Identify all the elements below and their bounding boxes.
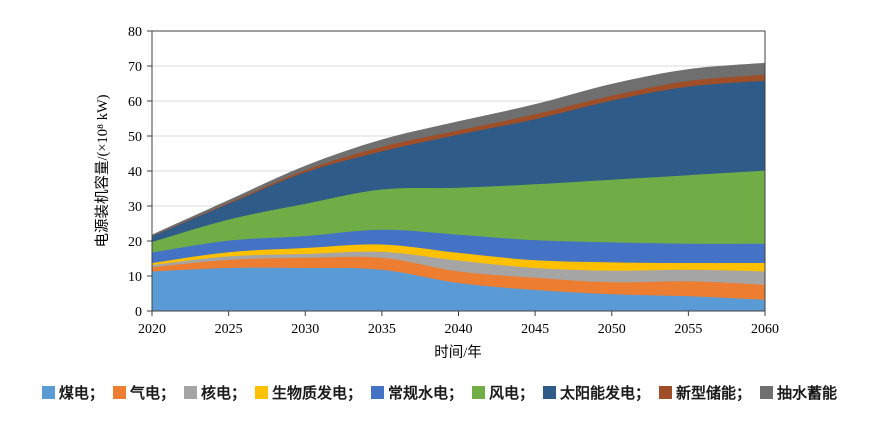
legend-label: 核电； xyxy=(200,384,246,402)
y-tick-label: 60 xyxy=(128,95,142,110)
legend-item-煤电: 煤电； xyxy=(41,382,104,403)
legend-item-生物质发电: 生物质发电； xyxy=(254,382,362,403)
y-tick-label: 80 xyxy=(128,25,142,40)
legend-swatch-新型储能 xyxy=(659,385,673,399)
legend-swatch-气电 xyxy=(112,385,126,399)
chart-legend: 煤电； 气电； 核电； 生物质发电； 常规水电； 风电； 太阳能发电； 新型储能； 抽水蓄能 xyxy=(0,377,879,407)
y-tick-label: 0 xyxy=(135,305,142,320)
x-tick-label: 2055 xyxy=(674,322,702,337)
legend-label: 气电； xyxy=(129,384,175,402)
legend-swatch-抽水蓄能 xyxy=(760,385,774,399)
legend-item-新型储能: 新型储能； xyxy=(659,382,751,403)
x-tick-label: 2020 xyxy=(138,322,166,337)
x-tick-label: 2060 xyxy=(751,322,779,337)
legend-label: 新型储能； xyxy=(676,384,752,402)
legend-item-常规水电: 常规水电； xyxy=(370,382,463,403)
legend-item-风电: 风电； xyxy=(472,382,534,403)
legend-item-抽水蓄能: 抽水蓄能 xyxy=(760,382,837,403)
y-axis-title: 电源装机容量/(×10⁸ kW) xyxy=(94,94,111,247)
x-tick-label: 2025 xyxy=(215,322,243,337)
legend-swatch-煤电 xyxy=(41,385,55,399)
y-tick-label: 40 xyxy=(128,165,142,180)
x-tick-label: 2050 xyxy=(598,322,626,337)
y-tick-label: 20 xyxy=(128,235,142,250)
legend-item-气电: 气电； xyxy=(112,382,175,403)
legend-label: 常规水电； xyxy=(387,384,463,402)
legend-item-太阳能发电: 太阳能发电； xyxy=(543,382,650,403)
legend-item-核电: 核电； xyxy=(183,382,246,403)
x-tick-label: 2040 xyxy=(445,322,473,337)
y-tick-label: 70 xyxy=(128,60,142,75)
axes xyxy=(147,30,766,316)
legend-swatch-常规水电 xyxy=(370,385,384,399)
legend-label: 煤电； xyxy=(58,384,104,402)
area-煤电 xyxy=(152,267,765,311)
legend-swatch-风电 xyxy=(472,385,485,399)
x-tick-label: 2045 xyxy=(521,322,549,337)
y-tick-label: 30 xyxy=(128,200,142,215)
y-tick-label: 10 xyxy=(128,270,142,285)
legend-swatch-生物质发电 xyxy=(254,385,268,399)
legend-label: 抽水蓄能 xyxy=(777,384,838,402)
legend-label: 风电； xyxy=(489,384,535,402)
x-tick-label: 2030 xyxy=(291,322,319,337)
legend-swatch-太阳能发电 xyxy=(543,385,557,399)
legend-label: 太阳能发电； xyxy=(560,384,651,402)
legend-swatch-核电 xyxy=(183,385,197,399)
x-axis-title: 时间/年 xyxy=(434,344,482,361)
y-tick-label: 50 xyxy=(128,130,142,145)
stacked-areas xyxy=(152,62,765,311)
x-tick-label: 2035 xyxy=(368,322,396,337)
legend-label: 生物质发电； xyxy=(271,384,362,402)
